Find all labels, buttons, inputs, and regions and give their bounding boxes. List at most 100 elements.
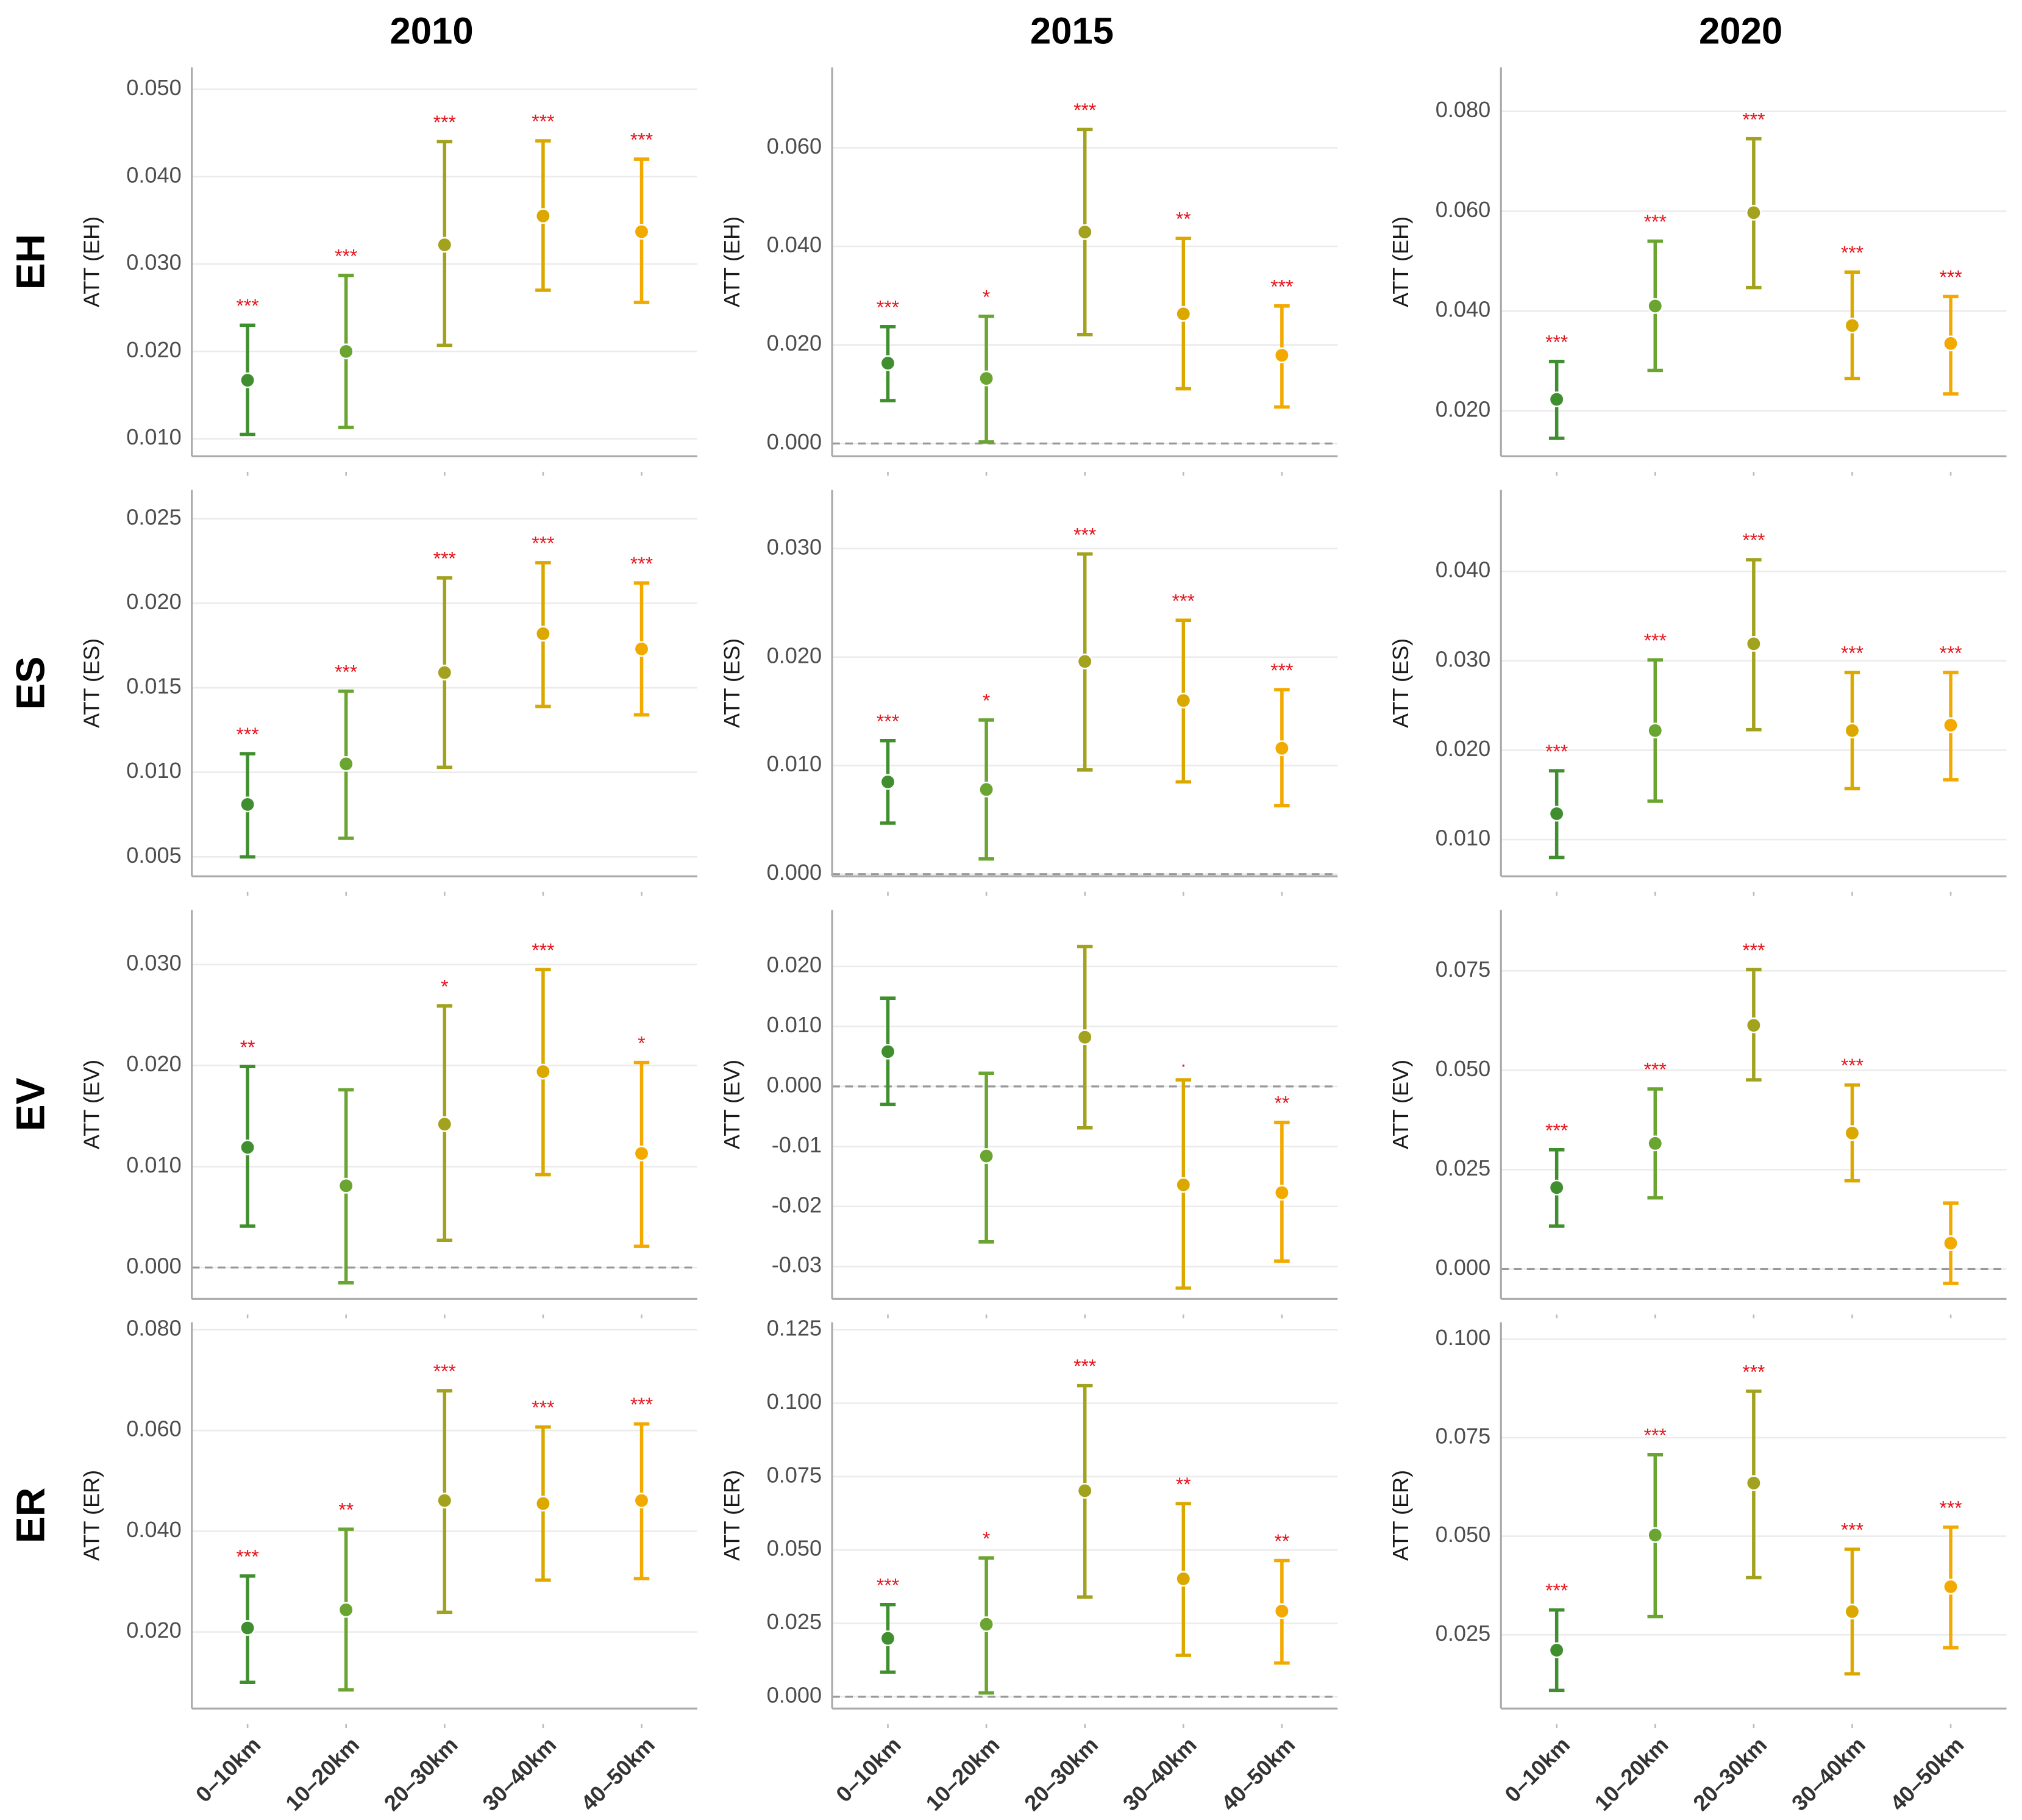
point [1943,1579,1959,1595]
point [535,1063,551,1080]
point [1844,317,1860,334]
significance: *** [1270,275,1293,297]
y-tick-label: 0.030 [126,250,181,275]
significance: *** [630,552,653,574]
point [1943,335,1959,352]
significance: ** [240,1036,255,1058]
significance: *** [1644,629,1667,651]
point [1548,1642,1565,1658]
significance: *** [532,110,554,132]
y-tick-label: 0.075 [767,1462,822,1487]
x-tick-label: 20–30km [1688,1732,1771,1816]
point [240,372,256,388]
significance: *** [630,1393,653,1415]
point [978,1616,995,1632]
point [978,781,995,798]
point [1745,635,1762,652]
significance: *** [1841,1519,1864,1541]
y-tick-label: 0.040 [1436,557,1490,582]
y-tick-label: 0.020 [1436,396,1490,421]
significance: *** [1545,1579,1568,1601]
point [1175,1571,1192,1587]
significance: * [441,976,448,997]
y-tick-label: 0.010 [1436,826,1490,851]
significance: ** [338,1499,354,1521]
y-tick-label: 0.100 [1436,1325,1490,1350]
point [880,355,896,371]
point [436,1493,453,1508]
significance: ** [1176,208,1191,230]
point [1077,1029,1093,1046]
point [1077,653,1093,669]
y-tick-label: 0.015 [126,674,181,699]
y-tick-label: 0.030 [1436,646,1490,671]
significance: *** [1742,108,1765,130]
y-tick-label: 0.075 [1436,1424,1490,1449]
point [1548,805,1565,822]
point [436,1116,453,1132]
significance: *** [335,244,357,266]
row-label: EH [8,234,53,290]
x-tick-label: 0–10km [831,1732,906,1807]
y-axis-label: ATT (ER) [79,1470,104,1561]
row-label: EV [8,1077,53,1131]
significance: *** [1841,641,1864,663]
significance: ** [1176,1473,1191,1495]
y-tick-label: 0.020 [767,643,822,668]
point [338,755,354,772]
x-tick-label: 40–50km [576,1732,660,1816]
row-label: ER [8,1488,53,1544]
y-axis-label: ATT (EH) [79,216,104,307]
y-tick-label: 0.000 [767,1072,822,1097]
y-tick-label: 0.060 [767,134,822,159]
significance: *** [1172,590,1195,612]
significance: *** [877,296,899,318]
point [978,1148,995,1165]
y-tick-label: 0.030 [767,534,822,559]
point [1745,204,1762,221]
y-tick-label: 0.030 [126,951,181,976]
y-axis-label: ATT (ES) [719,638,744,728]
point [535,1495,551,1511]
point [1175,305,1192,322]
significance: *** [877,710,899,732]
point [1548,1179,1565,1196]
y-axis-label: ATT (EV) [79,1060,104,1149]
significance: ** [1274,1530,1289,1552]
point [338,1602,354,1618]
x-tick-label: 30–40km [1787,1732,1870,1816]
y-tick-label: 0.060 [126,1416,181,1441]
point [1647,1135,1664,1152]
y-tick-label: 0.020 [767,952,822,977]
point [880,1630,896,1647]
significance: *** [237,723,259,745]
point [1548,391,1565,408]
y-tick-label: 0.010 [126,424,181,449]
significance: *** [1841,1054,1864,1076]
point [1745,1017,1762,1033]
significance: *** [1841,241,1864,263]
point [1077,1482,1093,1499]
point [1844,723,1860,739]
significance: *** [1939,1496,1962,1518]
point [978,370,995,387]
y-axis-label: ATT (ER) [719,1470,744,1561]
row-label: ES [8,656,53,710]
significance: *** [630,129,653,151]
point [240,1620,256,1636]
y-axis-label: ATT (ER) [1388,1470,1413,1561]
y-tick-label: 0.025 [1436,1621,1490,1646]
significance: * [983,285,990,307]
point [1647,723,1664,739]
y-tick-label: 0.000 [767,1682,822,1707]
x-tick-label: 40–50km [1216,1732,1300,1816]
y-tick-label: 0.050 [1436,1056,1490,1081]
x-tick-label: 0–10km [1500,1732,1575,1807]
y-tick-label: 0.075 [1436,957,1490,982]
significance: *** [237,1546,259,1568]
significance: *** [532,939,554,961]
point [1745,1475,1762,1491]
significance: *** [1545,1119,1568,1141]
significance: *** [877,1574,899,1596]
y-tick-label: 0.025 [1436,1155,1490,1180]
